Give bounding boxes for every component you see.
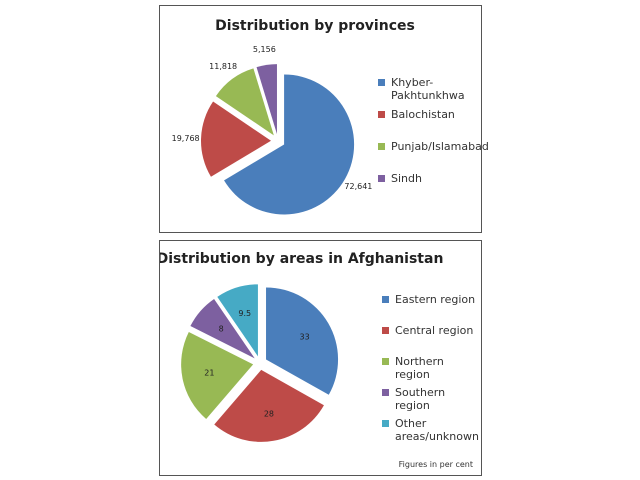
legend-item: Southern region	[382, 386, 482, 417]
data-label: 9.5	[238, 309, 251, 318]
legend-item: Northern region	[382, 355, 482, 386]
pie-slice	[214, 369, 324, 442]
data-label: 5,156	[253, 45, 276, 54]
legend-swatch	[382, 296, 389, 303]
legend-item: Eastern region	[382, 293, 482, 324]
data-label: 28	[264, 409, 274, 418]
data-label: 8	[219, 325, 224, 334]
legend-label: Punjab/Islamabad	[391, 140, 489, 153]
legend-swatch	[378, 143, 385, 150]
legend-item: Punjab/Islamabad	[378, 140, 489, 172]
legend: Khyber-Pakhtunkhwa Balochistan Punjab/Isla…	[378, 76, 489, 204]
pie-slice	[181, 332, 254, 419]
legend-swatch	[378, 79, 385, 86]
legend-label: Balochistan	[391, 108, 455, 121]
pie-slice	[224, 74, 355, 215]
legend-label: Sindh	[391, 172, 422, 185]
legend-label: Other areas/unknown	[395, 417, 479, 443]
data-label: 19,768	[172, 134, 200, 143]
legend-swatch	[382, 389, 389, 396]
pie-slice	[215, 68, 274, 136]
pie-slice	[201, 101, 272, 177]
legend-label: Central region	[395, 324, 474, 337]
legend-item: Balochistan	[378, 108, 478, 140]
data-label: 33	[299, 332, 309, 341]
legend-label: Northern region	[395, 355, 444, 381]
note: Figures in per cent	[398, 460, 473, 469]
legend-swatch	[382, 358, 389, 365]
legend: Eastern region Central region Northern reg…	[382, 293, 482, 448]
legend-swatch	[382, 420, 389, 427]
panel: Distribution by areas in Afghanistan 33 28…	[159, 240, 482, 476]
legend-label: Eastern region	[395, 293, 476, 306]
legend-item: Khyber-Pakhtunkhwa	[378, 76, 478, 108]
legend-label: Khyber-Pakhtunkhwa	[391, 76, 465, 102]
data-label: 72,641	[344, 182, 372, 191]
legend-item: Sindh	[378, 172, 478, 204]
panel: Distribution by provinces 72,641 19,768 11,…	[159, 5, 489, 233]
data-label: 11,818	[209, 62, 237, 71]
chart-title: Distribution by provinces	[215, 18, 415, 34]
legend-swatch	[382, 327, 389, 334]
pie-slice	[217, 284, 258, 357]
legend-item: Other areas/unknown	[382, 417, 482, 448]
chart-title: Distribution by areas in Afghanistan	[160, 251, 443, 267]
pie-slice	[190, 298, 255, 359]
data-label: 21	[204, 369, 214, 378]
pie-slice	[266, 287, 339, 395]
pie-slice	[256, 64, 277, 135]
chart: Distribution by areas in Afghanistan 33 28…	[160, 251, 443, 442]
chart: Distribution by provinces 72,641 19,768 11,…	[172, 18, 415, 215]
legend-swatch	[378, 175, 385, 182]
legend-item: Central region	[382, 324, 482, 355]
legend-swatch	[378, 111, 385, 118]
legend-label: Southern region	[395, 386, 446, 412]
